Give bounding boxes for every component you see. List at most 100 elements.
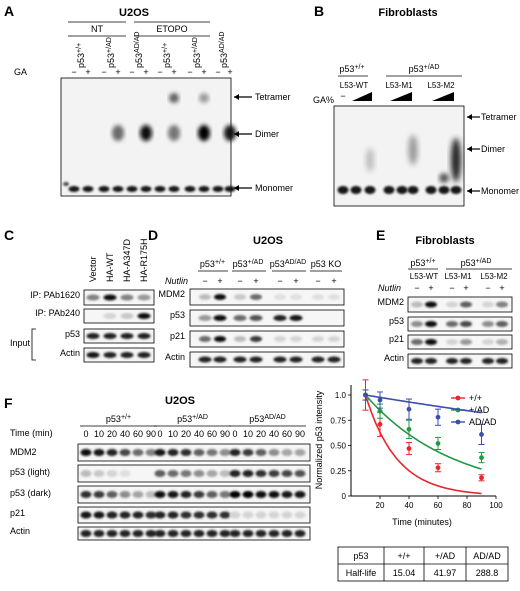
panel-f-band-2-2-0 — [229, 491, 241, 498]
panel-d-band-1-4 — [273, 315, 287, 321]
panel-d-genotype-1: p53+/AD — [233, 259, 264, 269]
panel-f-band-3-1-3 — [193, 511, 205, 519]
panel-f-band-4-0-0 — [80, 530, 92, 537]
panel-a-genotype-5: p53AD/AD — [219, 32, 229, 68]
panel-f-band-2-2-5 — [294, 491, 306, 498]
panel-d-band-2-3 — [250, 336, 262, 342]
panel-a-dimer-band-3 — [112, 125, 124, 141]
panel-b-monomer-band-8 — [450, 186, 462, 194]
panel-c-band-2-0 — [86, 333, 100, 339]
panel-f-chart: 00.250.500.751.020 40 60 80 100+/++/ADAD/AD … — [314, 379, 503, 527]
panel-f-band-2-0-3 — [119, 491, 131, 498]
panel-f-time-2-2: 20 — [256, 429, 266, 439]
legend-marker-2 — [455, 419, 461, 425]
panel-f-row-mdm2: MDM2 — [10, 447, 37, 457]
panel-f-band-2-1-2 — [180, 491, 192, 498]
panel-f-band-1-1-4 — [206, 470, 218, 477]
panel-f-band-3-2-2 — [255, 511, 267, 519]
panel-b-monomer-band-1 — [350, 186, 362, 194]
panel-c: C Vector HA-WT HA-A347D HA-R175H IP: PAb162… — [4, 227, 155, 363]
panel-f-letter: F — [4, 395, 13, 411]
panel-f-band-2-0-4 — [132, 491, 144, 498]
panel-f-band-0-1-5 — [219, 449, 231, 456]
panel-d-band-1-3 — [249, 315, 263, 321]
panel-f-time-0-5: 90 — [146, 429, 156, 439]
panel-e-band-1-2 — [446, 321, 458, 327]
panel-f-row-p21: p21 — [10, 508, 25, 518]
panel-d-band-3-3 — [249, 356, 263, 363]
panel-e-band-1-0 — [411, 321, 423, 327]
panel-f-band-4-2-2 — [255, 530, 267, 537]
panel-f-time-0-2: 20 — [107, 429, 117, 439]
table-value-het: 41.97 — [434, 568, 457, 578]
panel-c-band-2-3 — [137, 333, 151, 339]
panel-f-band-2-1-1 — [167, 491, 179, 498]
panel-d-band-1-5 — [289, 315, 303, 321]
panel-f-band-1-2-5 — [294, 470, 306, 477]
chart-ytick-0: 0 — [342, 492, 347, 501]
panel-f-band-2-1-4 — [206, 491, 218, 498]
panel-e-row-p53: p53 — [389, 316, 404, 326]
panel-f-band-3-0-3 — [119, 511, 131, 519]
panel-c-band-0-3 — [137, 294, 151, 301]
panel-e-nutlin-label: Nutlin — [378, 283, 401, 293]
panel-f-band-3-1-1 — [167, 511, 179, 519]
panel-c-band-1-3 — [137, 313, 151, 319]
panel-f-band-2-0-5 — [145, 491, 157, 498]
panel-f-band-4-2-4 — [281, 530, 293, 537]
panel-f-band-3-2-3 — [268, 511, 280, 519]
legend-marker-0 — [455, 395, 461, 401]
panel-a-sign-7: + — [171, 67, 176, 77]
panel-b-title: Fibroblasts — [378, 7, 437, 19]
chart-xtick-1: 40 — [405, 501, 414, 510]
ga-gradient-2 — [390, 92, 412, 101]
panel-a-ga-label: GA — [14, 67, 27, 77]
panel-d-band-1-1 — [213, 315, 227, 321]
panel-e-sign-2: − — [449, 283, 454, 293]
panel-b-letter: B — [314, 3, 324, 19]
panel-f-band-0-2-0 — [229, 449, 241, 456]
panel-c-band-3-2 — [120, 352, 134, 358]
panel-a-monomer-band-7 — [168, 186, 180, 192]
panel-c-row-actin: Actin — [60, 348, 80, 358]
panel-a-group-nt: NT — [91, 24, 103, 34]
panel-f-row-actin: Actin — [10, 526, 30, 536]
panel-f-band-3-2-1 — [242, 511, 254, 519]
panel-c-band-3-1 — [103, 352, 117, 358]
label-monomer-a: Monomer — [255, 183, 293, 193]
panel-f-genotype-2: p53AD/AD — [249, 414, 285, 424]
panel-d-sign-3: + — [253, 276, 258, 286]
panel-f-band-0-2-3 — [268, 449, 280, 456]
panel-c-letter: C — [4, 227, 14, 243]
chart-xtick-0: 20 — [376, 501, 385, 510]
panel-f-time-2-0: 0 — [232, 429, 237, 439]
panel-f-band-2-1-3 — [193, 491, 205, 498]
panel-f-row-p53-light: p53 (light) — [10, 467, 50, 477]
series-2-point-4 — [479, 431, 484, 437]
panel-f-band-3-1-0 — [154, 511, 166, 519]
panel-b-monomer-band-6 — [425, 186, 437, 194]
panel-c-col-2: HA-A347D — [122, 238, 132, 282]
panel-a-monomer-band-9 — [198, 186, 210, 192]
panel-d-band-3-6 — [311, 356, 325, 363]
series-line-0 — [364, 394, 482, 495]
panel-f: F U2OS p53+/+ p53+/AD p53AD/AD Time (min) … — [4, 395, 311, 541]
panel-a-genotype-0: p53+/+ — [76, 43, 86, 68]
panel-f-band-1-1-0 — [154, 470, 166, 477]
panel-f-time-label: Time (min) — [10, 428, 53, 438]
panel-b-monomer-band-3 — [383, 186, 395, 194]
series-2-point-0 — [363, 392, 368, 398]
panel-f-band-3-2-0 — [229, 511, 241, 519]
panel-f-band-0-2-2 — [255, 449, 267, 456]
panel-c-band-1-1 — [103, 313, 117, 319]
panel-a-sign-3: + — [115, 67, 120, 77]
panel-b-faint-smear — [366, 148, 374, 172]
label-tetramer-a: Tetramer — [255, 92, 291, 102]
panel-d-band-0-5 — [290, 294, 302, 300]
table-row-half-life: Half-life — [346, 568, 377, 578]
panel-f-band-4-1-1 — [167, 530, 179, 537]
panel-a-sign-8: − — [187, 67, 192, 77]
panel-f-band-4-1-2 — [180, 530, 192, 537]
panel-f-band-4-2-1 — [242, 530, 254, 537]
panel-f-band-0-0-4 — [132, 449, 144, 456]
